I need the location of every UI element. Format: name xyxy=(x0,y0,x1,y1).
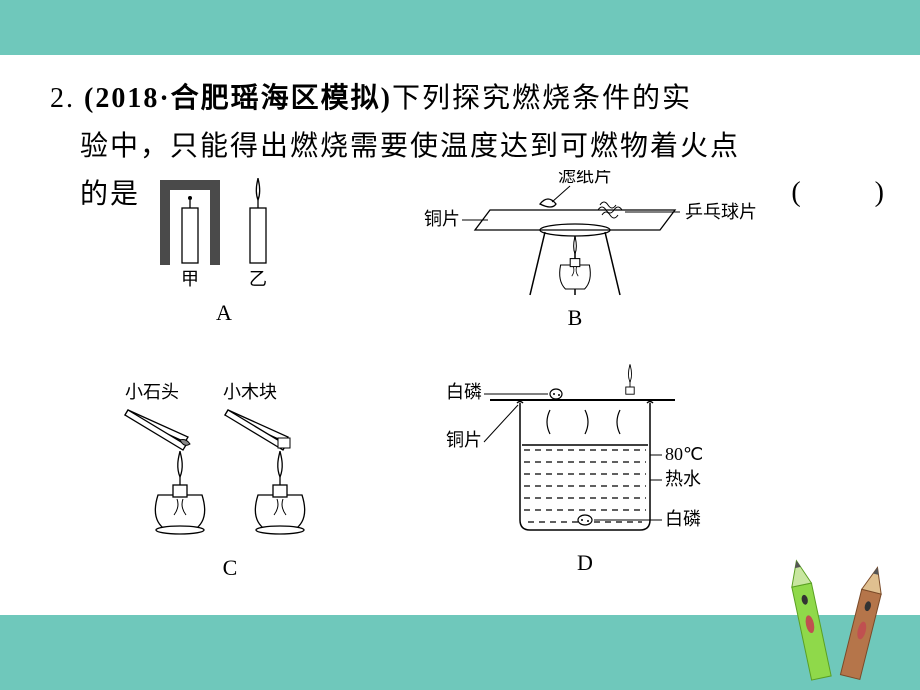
label-wp-bot: 白磷 xyxy=(665,509,701,529)
label-wp-top: 白磷 xyxy=(446,382,482,402)
option-a-label: A xyxy=(216,300,232,325)
option-b: 滤纸片 铜片 乒乓球片 B xyxy=(424,170,757,330)
label-hotwater: 热水 xyxy=(665,469,701,489)
stem-line-2: 验中，只能得出燃烧需要使温度达到可燃物着火点 xyxy=(80,131,740,162)
label-stone: 小石头 xyxy=(125,382,179,402)
page: 2. (2018·合肥瑶海区模拟)下列探究燃烧条件的实 验中，只能得出燃烧需要使… xyxy=(0,55,920,615)
stem-line-1: 下列探究燃烧条件的实 xyxy=(392,83,692,114)
label-copper-b: 铜片 xyxy=(424,209,460,229)
option-d-label: D xyxy=(577,550,593,575)
option-c: 小石头 小木块 xyxy=(125,382,305,580)
label-copper-d: 铜片 xyxy=(446,430,482,450)
option-b-label: B xyxy=(568,305,583,330)
label-filter: 滤纸片 xyxy=(558,170,612,186)
label-wood: 小木块 xyxy=(223,382,277,402)
label-yi: 乙 xyxy=(249,269,267,289)
question-source: (2018·合肥瑶海区模拟) xyxy=(84,83,392,114)
pencils-icon xyxy=(780,540,890,690)
diagram-svg: 甲 乙 A 滤纸片 xyxy=(120,170,820,600)
label-temp: 80℃ xyxy=(665,444,703,464)
label-pingpong: 乒乓球片 xyxy=(685,202,757,222)
option-a: 甲 乙 A xyxy=(160,178,267,325)
question-number: 2. xyxy=(50,83,75,114)
option-c-label: C xyxy=(223,555,238,580)
diagram-block: 甲 乙 A 滤纸片 xyxy=(120,170,820,600)
label-jia: 甲 xyxy=(181,269,199,289)
option-d: 白磷 铜片 80℃ 热水 白磷 D xyxy=(446,364,703,575)
